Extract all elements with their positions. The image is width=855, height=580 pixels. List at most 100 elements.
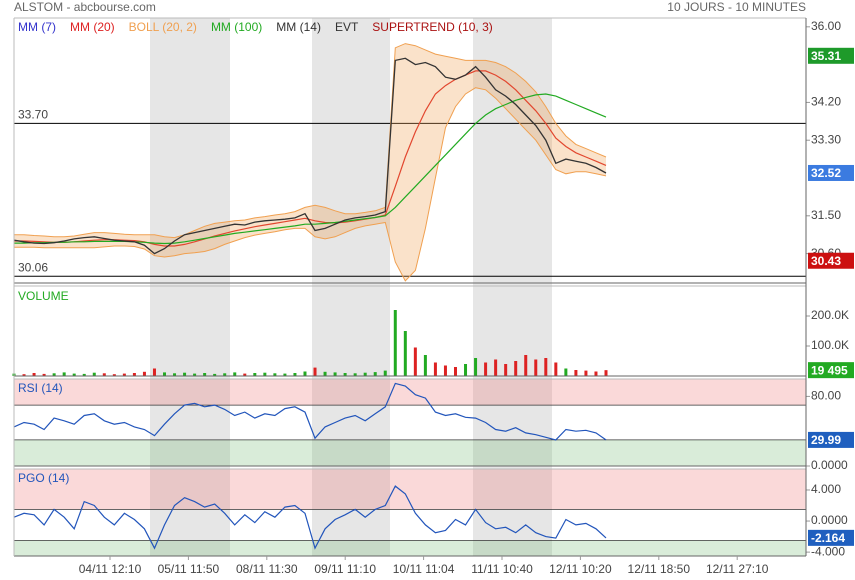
value-box	[808, 431, 854, 448]
volume-bar	[82, 373, 86, 376]
volume-bar	[193, 373, 197, 376]
volume-bar	[393, 310, 397, 376]
ma-line	[14, 93, 607, 245]
volume-bar	[343, 373, 347, 376]
volume-bar	[313, 367, 317, 376]
volume-bar	[163, 372, 167, 376]
volume-bar	[604, 370, 608, 376]
volume-bar	[173, 373, 177, 376]
y-tick-label: 200.0K	[811, 308, 849, 322]
lower-zone	[14, 439, 806, 466]
value-box-label: 19 495	[811, 363, 848, 377]
volume-bar	[243, 373, 247, 376]
volume-bar	[554, 362, 558, 376]
value-box	[808, 362, 854, 379]
volume-bar	[373, 372, 377, 376]
period: 10 JOURS - 10 MINUTES	[667, 0, 806, 14]
panel-title: VOLUME	[18, 289, 69, 303]
volume-bar	[464, 364, 468, 376]
value-box-label: 29.99	[811, 433, 841, 447]
volume-bar	[52, 373, 56, 376]
value-box-label: 30.43	[811, 254, 841, 268]
value-box	[808, 252, 854, 269]
volume-bar	[333, 372, 337, 376]
volume-bar	[62, 372, 66, 376]
x-tick-label: 12/11 18:50	[628, 562, 691, 576]
x-tick-label: 10/11 11:04	[393, 562, 455, 576]
x-tick-label: 12/11 10:20	[549, 562, 612, 576]
value-box-label: -2.164	[811, 531, 845, 545]
volume-bar	[363, 372, 367, 376]
y-tick-label: 31.50	[811, 208, 841, 222]
volume-bar	[32, 373, 36, 376]
volume-bar	[484, 362, 488, 376]
lower-zone	[14, 540, 806, 556]
volume-bar	[112, 374, 116, 376]
volume-bar	[594, 371, 598, 376]
level-label: 33.70	[18, 108, 48, 122]
x-tick-label: 12/11 27:10	[706, 562, 769, 576]
volume-bar	[22, 374, 26, 376]
legend-entry: MM (100)	[211, 20, 262, 34]
close-line	[13, 57, 607, 255]
y-tick-label: 0.0000	[811, 458, 848, 472]
volume-bar	[353, 373, 357, 376]
volume-bar	[433, 362, 437, 376]
volume-bar	[534, 359, 538, 376]
x-tick-label: 05/11 11:50	[158, 562, 220, 576]
title: ALSTOM - abcbourse.com	[14, 0, 156, 14]
volume-bar	[203, 373, 207, 376]
volume-bar	[72, 373, 76, 376]
volume-bar	[42, 373, 46, 376]
volume-bar	[293, 373, 297, 376]
volume-bar	[213, 373, 217, 376]
value-box	[808, 529, 854, 546]
volume-bar	[223, 373, 227, 376]
volume-bar	[574, 370, 578, 376]
boll-lower	[14, 87, 607, 282]
x-tick-label: 08/11 11:30	[236, 562, 298, 576]
volume-bar	[403, 331, 407, 376]
legend-entry: MM (20)	[70, 20, 115, 34]
volume-bar	[273, 373, 277, 376]
volume-bar	[544, 358, 548, 376]
x-tick-label: 09/11 11:10	[314, 562, 376, 576]
volume-bar	[323, 371, 327, 376]
y-tick-label: 80.00	[811, 389, 841, 403]
value-box-label: 32.52	[811, 166, 841, 180]
y-tick-label: 4.000	[811, 482, 841, 496]
volume-bar	[413, 347, 417, 376]
y-tick-label: 100.0K	[811, 338, 849, 352]
boll-upper	[14, 43, 607, 239]
volume-bar	[152, 368, 156, 376]
volume-bar	[253, 373, 257, 376]
y-tick-label: -4.000	[811, 544, 845, 558]
value-box-label: 35.31	[811, 49, 841, 63]
volume-bar	[233, 372, 237, 376]
volume-bar	[584, 370, 588, 376]
value-box	[808, 164, 854, 181]
volume-bar	[524, 355, 528, 376]
volume-bar	[383, 370, 387, 376]
y-tick-label: 0.0000	[811, 513, 848, 527]
volume-bar	[494, 359, 498, 376]
indicator-line	[13, 382, 607, 441]
volume-bar	[514, 361, 518, 376]
legend-entry: MM (14)	[276, 20, 321, 34]
legend-entry: MM (7)	[18, 20, 56, 34]
y-tick-label: 36.00	[811, 19, 841, 33]
y-tick-label: 34.20	[811, 95, 841, 109]
upper-zone	[14, 379, 806, 406]
volume-bar	[564, 368, 568, 376]
volume-bar	[504, 364, 508, 376]
legend-entry: BOLL (20, 2)	[129, 20, 197, 34]
volume-bar	[474, 358, 478, 376]
volume-bar	[132, 373, 136, 376]
volume-bar	[263, 372, 267, 376]
volume-bar	[122, 373, 126, 376]
volume-bar	[102, 373, 106, 376]
x-tick-label: 11/11 10:40	[471, 562, 533, 576]
value-box	[808, 47, 854, 64]
volume-bar	[443, 365, 447, 376]
